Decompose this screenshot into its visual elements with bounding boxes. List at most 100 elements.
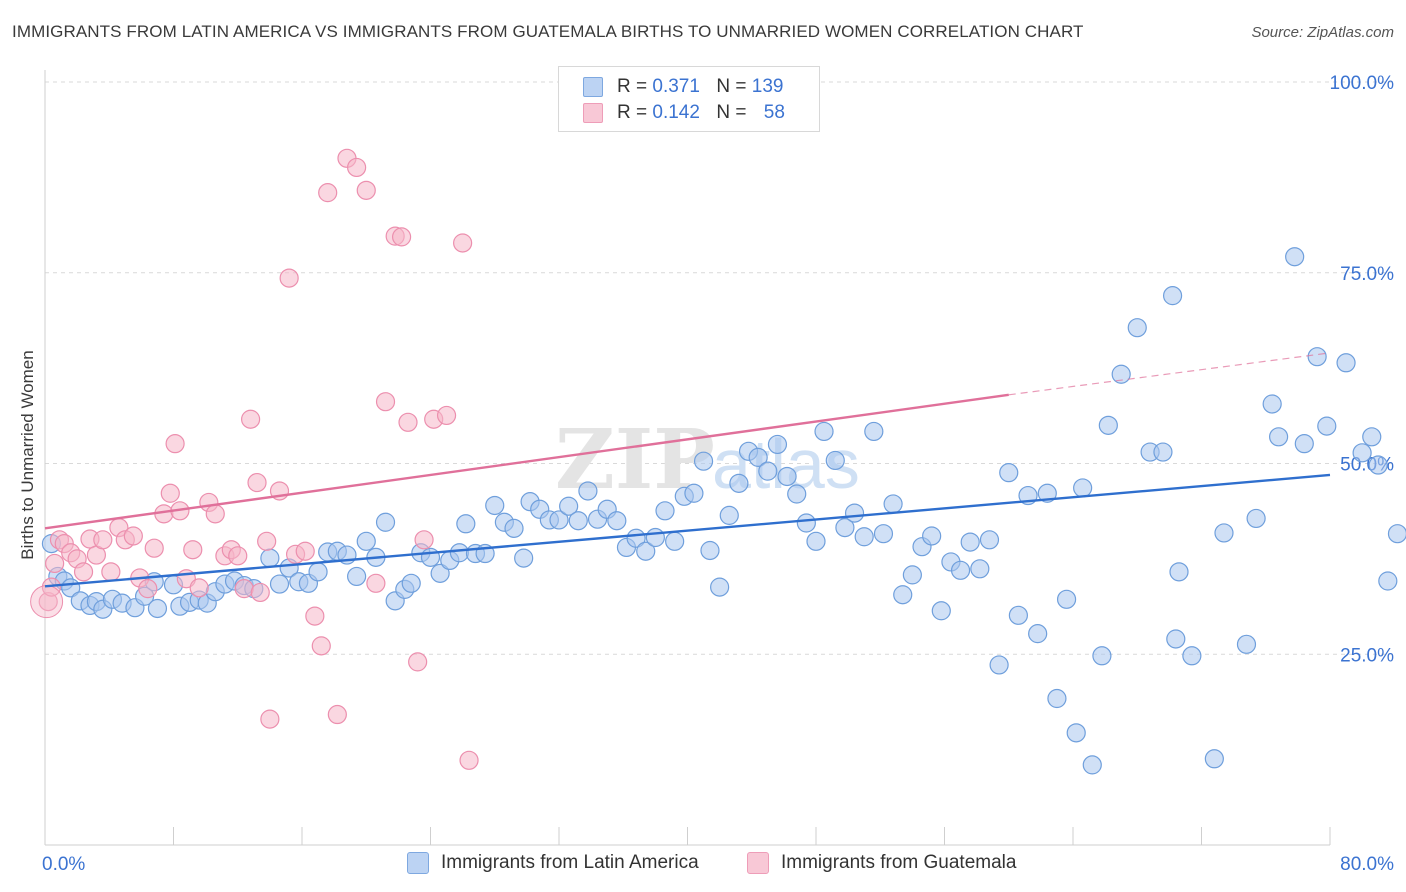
point-latin-america [430,563,450,583]
point-latin-america [308,562,328,582]
point-latin-america [1098,415,1118,435]
point-latin-america [693,451,714,471]
point-latin-america [1378,571,1398,591]
point-latin-america [1037,483,1057,503]
bottom-legend-label-blue: Immigrants from Latin America [441,852,699,873]
point-latin-america [420,547,441,567]
point-guatemala [414,530,434,550]
point-latin-america [347,566,367,587]
point-latin-america [1214,523,1234,543]
point-latin-america [655,501,675,521]
point-guatemala [183,540,203,560]
point-guatemala [260,709,280,729]
legend-n-value-blue: 139 [751,76,784,97]
point-latin-america [835,517,855,538]
point-latin-america [1047,688,1067,709]
bottom-legend-swatch-pink [747,852,769,874]
point-guatemala [459,750,479,770]
point-guatemala [305,606,325,626]
point-guatemala [436,405,457,426]
point-latin-america [665,531,685,551]
point-guatemala [318,183,338,203]
legend-r-label: R = [617,102,648,123]
point-guatemala [93,530,113,550]
point-latin-america [1285,247,1305,267]
point-latin-america [636,541,656,561]
point-latin-america [922,526,942,546]
point-latin-america [777,466,797,487]
point-latin-america [1352,443,1372,463]
point-latin-america [1162,286,1183,306]
legend-r-value-blue: 0.371 [652,76,700,97]
point-latin-america [1387,524,1406,544]
point-latin-america [1182,646,1202,666]
point-latin-america [401,573,421,593]
point-guatemala [45,553,65,574]
point-latin-america [549,510,569,530]
point-guatemala [123,526,143,546]
source-note: Source: ZipAtlas.com [1251,24,1394,41]
point-latin-america [269,574,290,594]
point-guatemala [356,180,376,200]
legend-n-label: N = [716,102,747,123]
point-guatemala [408,652,428,672]
point-latin-america [645,527,665,548]
point-latin-america [568,511,588,531]
point-guatemala [250,582,270,603]
point-latin-america [864,421,884,442]
point-latin-america [729,473,749,493]
point-latin-america [902,565,922,585]
trend-line-guatemala [44,393,1009,530]
point-guatemala [295,541,315,561]
point-latin-america [1127,318,1147,338]
point-latin-america [504,518,524,538]
point-latin-america [1028,624,1048,644]
point-latin-america [825,450,845,471]
point-latin-america [1204,749,1224,769]
y-tick-label: 100.0% [1330,73,1395,94]
point-latin-america [1056,589,1077,609]
bottom-legend-label-pink: Immigrants from Guatemala [781,852,1017,873]
point-latin-america [578,481,598,501]
x-tick-label: 0.0% [42,854,85,875]
point-latin-america [1066,723,1086,743]
point-latin-america [893,585,913,605]
trend-line-latin-america [44,473,1331,588]
point-latin-america [1092,646,1112,666]
point-latin-america [950,560,971,580]
point-latin-america [767,434,788,455]
point-latin-america [873,524,894,544]
point-latin-america [1111,364,1131,384]
point-latin-america [1082,755,1102,775]
point-guatemala [366,573,386,593]
legend-swatch-pink [583,103,603,123]
point-latin-america [1294,434,1314,454]
point-latin-america [758,461,778,481]
chart-title: IMMIGRANTS FROM LATIN AMERICA VS IMMIGRA… [12,22,1084,41]
point-latin-america [1169,562,1189,582]
point-latin-america [931,601,951,621]
point-latin-america [960,532,980,552]
point-latin-america [1166,629,1186,649]
point-latin-america [796,513,816,533]
point-guatemala [453,233,473,253]
legend-row-latin-america: R = 0.371 N = 139 [583,75,783,99]
point-latin-america [1368,455,1388,475]
point-latin-america [375,512,396,532]
x-tick-label: 80.0% [1340,854,1394,875]
y-tick-label: 25.0% [1340,645,1394,666]
legend-n-value-pink: 58 [763,102,785,123]
point-latin-america [710,577,730,597]
point-latin-america [1268,427,1289,447]
point-latin-america [999,463,1019,483]
legend-row-guatemala: R = 0.142 N = 58 [583,101,785,125]
point-latin-america [814,421,834,442]
point-latin-america [1246,508,1266,529]
point-guatemala [247,472,267,493]
bottom-legend-guatemala: Immigrants from Guatemala [747,852,1016,874]
y-tick-label: 75.0% [1340,264,1394,285]
point-latin-america [260,548,280,568]
point-guatemala [234,579,254,599]
point-latin-america [989,655,1009,675]
point-guatemala [101,562,121,582]
